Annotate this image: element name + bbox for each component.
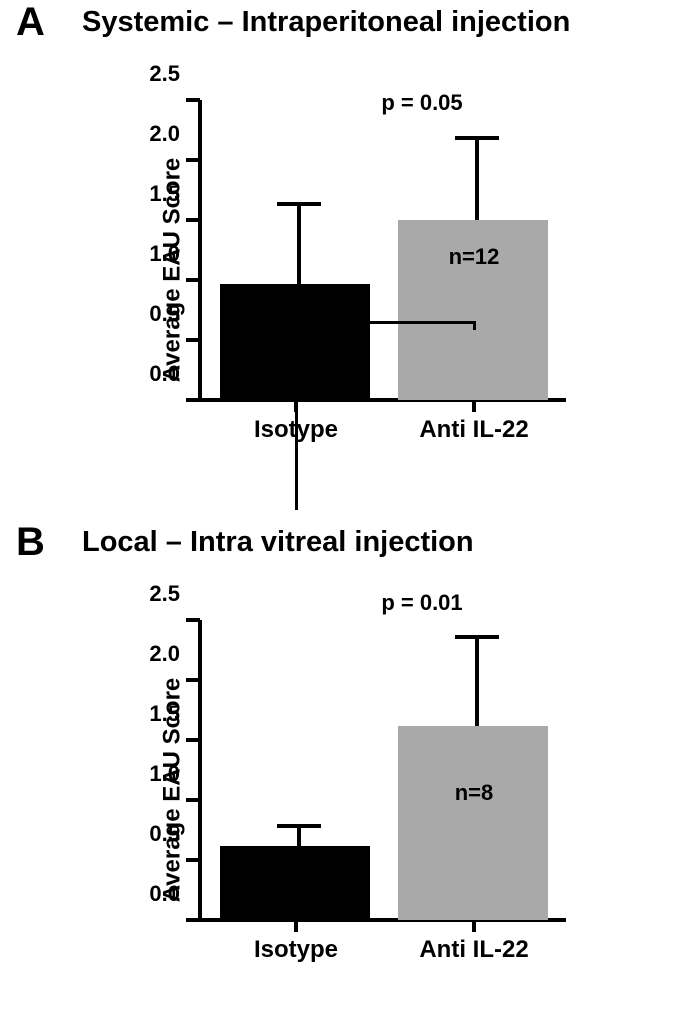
panel-title-a: Systemic – Intraperitoneal injection (82, 6, 570, 39)
panel-title-b: Local – Intra vitreal injection (82, 526, 474, 559)
ytick-b-3 (186, 738, 200, 742)
ytick-label-b-2: 1.0 (149, 761, 180, 787)
ytick-a-0 (186, 398, 200, 402)
sig-h-icon (295, 321, 476, 324)
xtick-label-b-1: Anti IL-22 (419, 936, 528, 964)
error-stem-icon (297, 206, 301, 284)
y-axis-b (198, 620, 202, 920)
xtick-b-0 (294, 920, 298, 932)
error-a-isotype (277, 202, 321, 284)
ytick-b-5 (186, 618, 200, 622)
error-a-anti (455, 136, 499, 220)
sig-v-right-icon (473, 322, 476, 330)
error-stem-icon (297, 828, 301, 846)
ytick-a-4 (186, 158, 200, 162)
ytick-label-b-3: 1.5 (149, 701, 180, 727)
xtick-label-a-1: Anti IL-22 (419, 416, 528, 444)
ytick-label-a-1: 0.5 (149, 301, 180, 327)
xtick-b-1 (472, 920, 476, 932)
error-b-isotype (277, 824, 321, 846)
ytick-label-a-4: 2.0 (149, 121, 180, 147)
xtick-label-b-0: Isotype (254, 936, 338, 964)
plot-region-a: 0.0 0.5 1.0 1.5 2.0 2.5 Isotype (200, 100, 580, 400)
panel-a: A Systemic – Intraperitoneal injection A… (0, 0, 684, 520)
ytick-a-5 (186, 98, 200, 102)
error-stem-icon (475, 639, 479, 726)
panel-b: B Local – Intra vitreal injection Averag… (0, 520, 684, 1035)
ytick-label-b-1: 0.5 (149, 821, 180, 847)
y-axis-a (198, 100, 202, 400)
ytick-b-0 (186, 918, 200, 922)
chart-b: Average EAU Score 0.0 0.5 1.0 1.5 2.0 2.… (140, 600, 620, 980)
ytick-a-1 (186, 338, 200, 342)
ytick-a-3 (186, 218, 200, 222)
n-label-b: n=8 (455, 780, 494, 806)
ytick-label-a-0: 0.0 (149, 361, 180, 387)
panel-label-b: B (16, 520, 45, 565)
n-label-a: n=12 (449, 244, 500, 270)
sig-v-left-icon (295, 324, 298, 510)
ytick-b-1 (186, 858, 200, 862)
error-b-anti (455, 635, 499, 726)
chart-a: Average EAU Score 0.0 0.5 1.0 1.5 2.0 2.… (140, 80, 620, 460)
sig-label-b: p = 0.01 (381, 590, 462, 616)
panel-label-a: A (16, 0, 45, 45)
bar-b-isotype (220, 846, 370, 920)
ytick-a-2 (186, 278, 200, 282)
ytick-b-2 (186, 798, 200, 802)
bar-b-anti (398, 726, 548, 920)
xtick-a-1 (472, 400, 476, 412)
error-stem-icon (475, 140, 479, 220)
ytick-b-4 (186, 678, 200, 682)
ytick-label-a-3: 1.5 (149, 181, 180, 207)
sig-label-a: p = 0.05 (381, 90, 462, 116)
ytick-label-a-2: 1.0 (149, 241, 180, 267)
plot-region-b: 0.0 0.5 1.0 1.5 2.0 2.5 Isotype (200, 620, 580, 920)
ytick-label-b-0: 0.0 (149, 881, 180, 907)
ytick-label-a-5: 2.5 (149, 61, 180, 87)
ytick-label-b-4: 2.0 (149, 641, 180, 667)
ytick-label-b-5: 2.5 (149, 581, 180, 607)
